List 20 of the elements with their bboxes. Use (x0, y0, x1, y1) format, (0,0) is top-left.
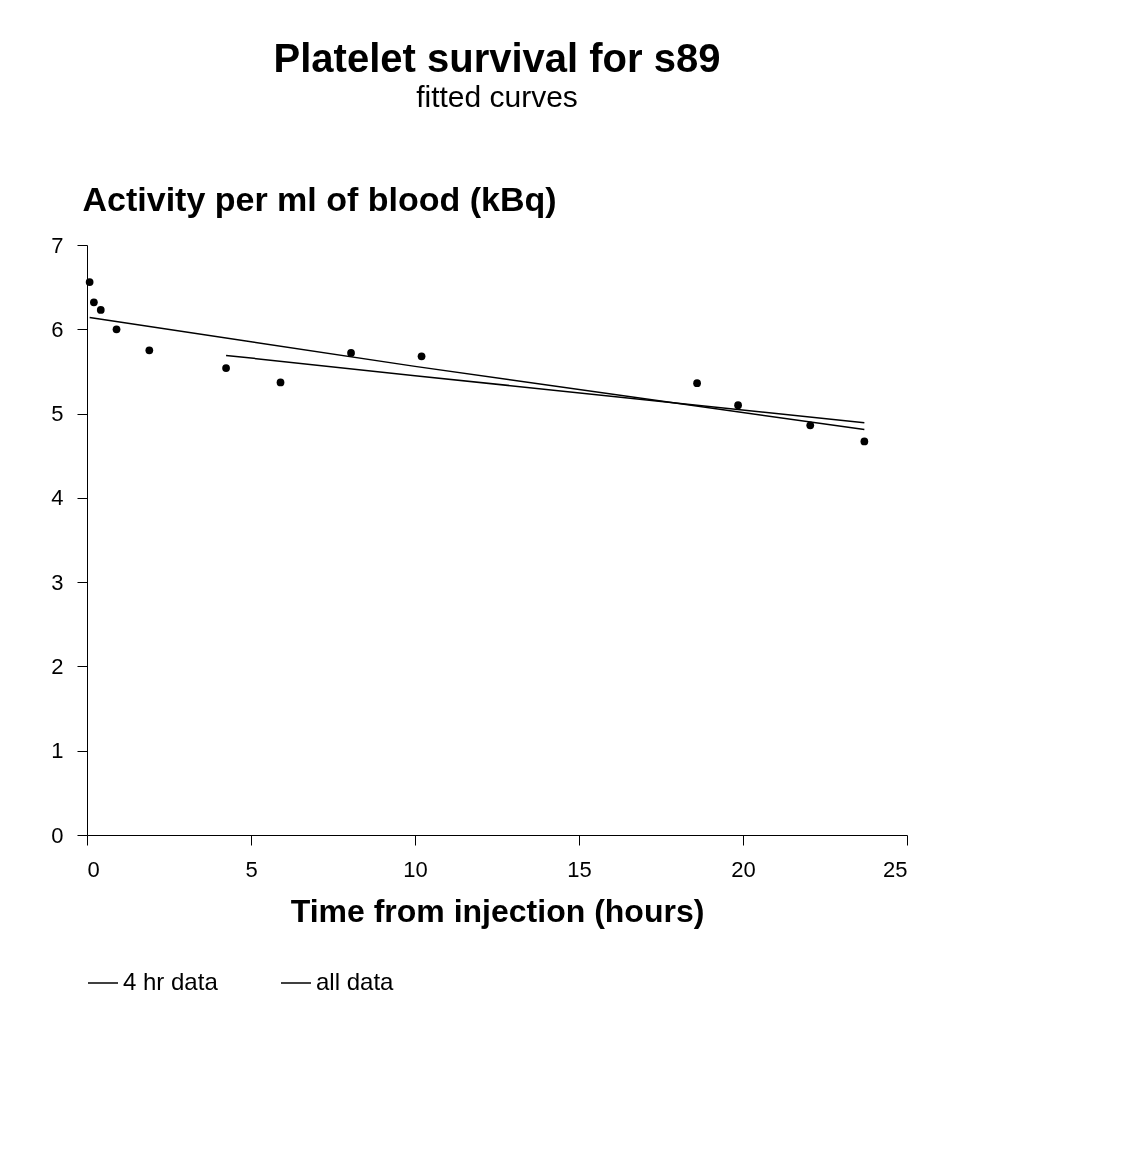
y-tick-label: 6 (51, 316, 64, 342)
x-tick-label: 20 (731, 856, 756, 882)
y-tick-label: 1 (51, 738, 64, 764)
x-tick-label: 5 (245, 856, 258, 882)
x-tick-label: 10 (403, 856, 428, 882)
x-tick-label: 25 (883, 856, 908, 882)
y-tick-label: 5 (51, 401, 64, 427)
legend-label: all data (316, 968, 395, 995)
chart-subtitle: fitted curves (416, 80, 578, 113)
y-tick-label: 0 (51, 822, 64, 848)
x-axis-title: Time from injection (hours) (290, 892, 705, 929)
y-tick-label: 7 (51, 232, 64, 258)
chart-title: Platelet survival for s89 (273, 36, 721, 80)
x-tick-label: 0 (87, 856, 100, 882)
y-tick-label: 4 (51, 485, 64, 511)
x-tick-label: 15 (567, 856, 592, 882)
y-tick-label: 2 (51, 653, 64, 679)
legend-label: 4 hr data (123, 968, 219, 995)
y-tick-label: 3 (51, 569, 64, 595)
y-axis-title: Activity per ml of blood (kBq) (82, 179, 557, 218)
